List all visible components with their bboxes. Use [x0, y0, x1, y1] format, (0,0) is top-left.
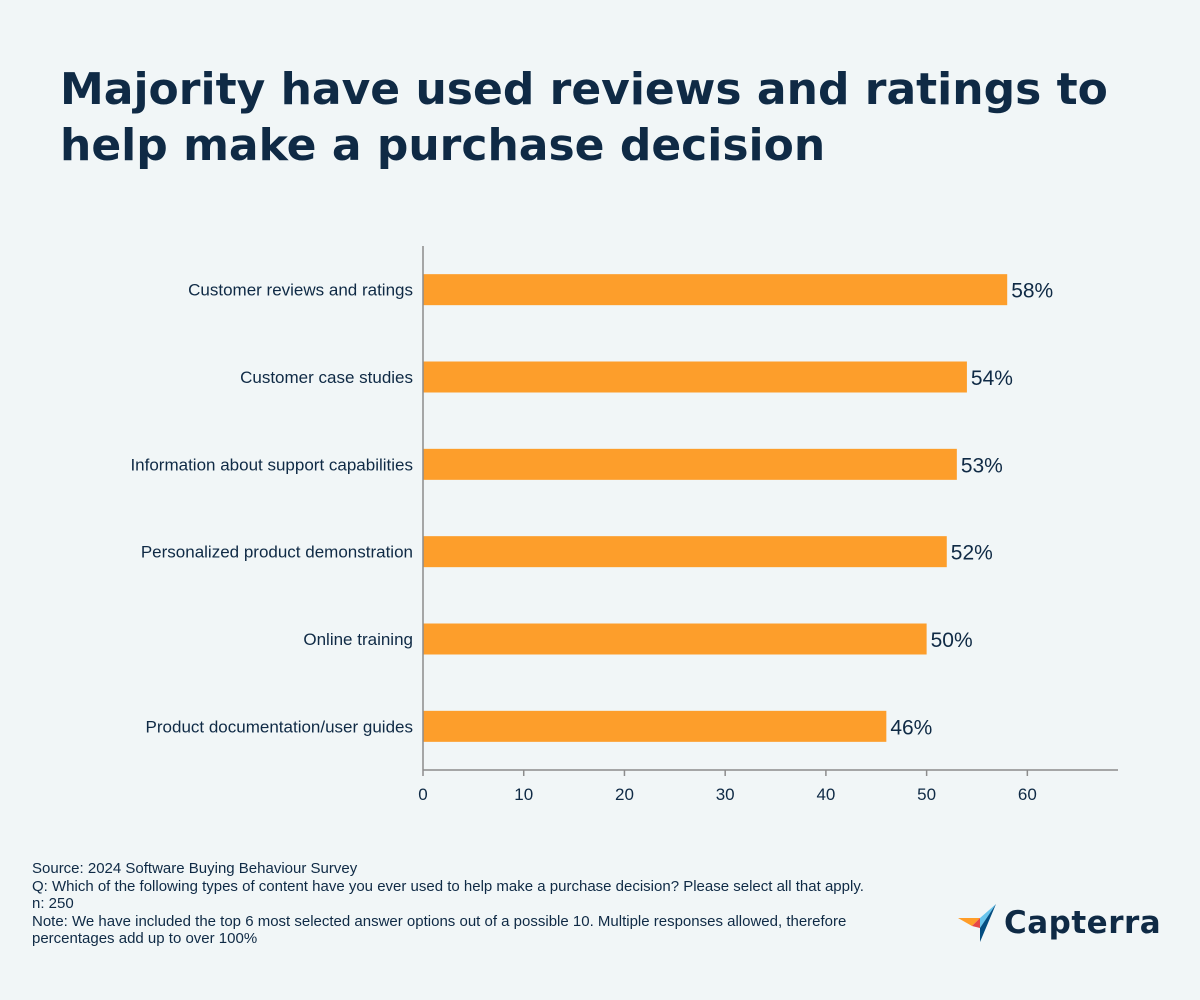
note-text: Note: We have included the top 6 most se… [32, 912, 847, 948]
value-label-3: 53% [961, 454, 1003, 477]
bar-6 [423, 710, 887, 742]
value-label-6: 46% [890, 716, 932, 739]
chart-title: Majority have used reviews and ratings t… [60, 64, 1108, 171]
source-text: Source: 2024 Software Buying Behaviour S… [32, 860, 358, 877]
category-label-6: Product documentation/user guides [146, 717, 413, 736]
category-label-3: Information about support capabilities [130, 455, 413, 474]
value-label-2: 54% [971, 367, 1013, 390]
capterra-logo: Capterra [958, 902, 1161, 944]
value-label-4: 52% [951, 542, 993, 565]
logo-text: Capterra [1004, 905, 1162, 941]
bar-2 [423, 361, 967, 393]
x-tick-label-60: 60 [1018, 785, 1037, 804]
question-text: Q: Which of the following types of conte… [32, 877, 864, 895]
x-tick-label-50: 50 [917, 785, 936, 804]
bar-3 [423, 448, 957, 480]
x-tick-label-10: 10 [514, 785, 533, 804]
chart-footer: Source: 2024 Software Buying Behaviour S… [32, 860, 932, 948]
category-label-2: Customer case studies [240, 368, 413, 387]
bar-4 [423, 536, 947, 568]
x-tick-label-0: 0 [418, 785, 427, 804]
capterra-arrow-icon [958, 904, 996, 942]
bar-chart: Customer reviews and ratings 58% Customer … [130, 246, 1118, 804]
sample-size-text: n: 250 [32, 895, 74, 912]
category-label-5: Online training [303, 630, 413, 649]
value-label-1: 58% [1011, 280, 1053, 303]
x-tick-label-40: 40 [816, 785, 835, 804]
x-tick-label-20: 20 [615, 785, 634, 804]
bar-1 [423, 274, 1008, 306]
bar-5 [423, 623, 927, 655]
value-label-5: 50% [931, 629, 973, 652]
category-label-1: Customer reviews and ratings [188, 281, 413, 300]
category-label-4: Personalized product demonstration [141, 543, 413, 562]
x-tick-label-30: 30 [716, 785, 735, 804]
